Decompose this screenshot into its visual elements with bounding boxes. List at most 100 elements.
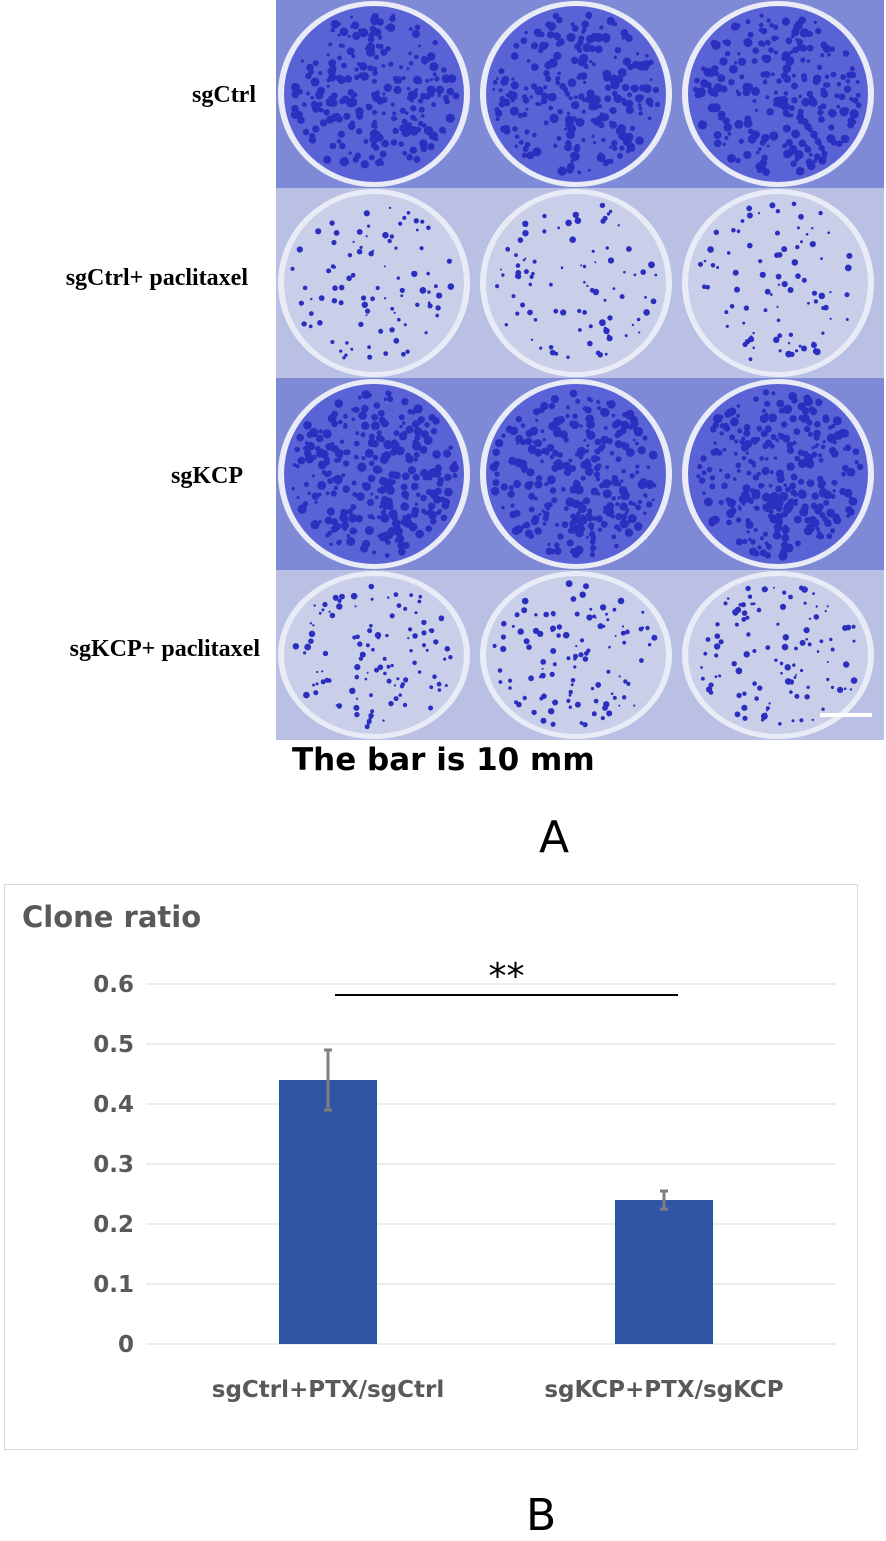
colony-dot (652, 483, 657, 488)
colony-dot (737, 428, 743, 434)
colony-dot (582, 656, 589, 662)
colony-dot (755, 477, 759, 481)
colony-dot (834, 93, 840, 99)
colony-dot (816, 64, 823, 71)
colony-dot (443, 449, 452, 458)
colony-dot (852, 639, 856, 643)
colony-dot (832, 489, 836, 493)
colony-dot (339, 27, 349, 37)
colony-dot (308, 630, 316, 637)
row-label-sgkcp: sgKCP (171, 463, 243, 489)
colony-dot (774, 252, 780, 258)
colony-dot (357, 395, 362, 400)
colony-dot (643, 511, 647, 515)
colony-dot (582, 264, 587, 269)
colony-dot (800, 45, 806, 50)
colony-dot (806, 479, 815, 488)
colony-dot (608, 209, 613, 214)
colony-dot (352, 31, 361, 41)
colony-dot (347, 508, 353, 515)
colony-dot (413, 457, 418, 462)
colony-dot (579, 424, 583, 428)
colony-dot (421, 630, 427, 636)
colony-dot (427, 290, 431, 294)
colony-dot (310, 297, 313, 301)
colony-dot (707, 87, 715, 95)
colony-dot (352, 240, 355, 243)
colony-dot (308, 638, 314, 644)
colony-dot (807, 126, 813, 133)
colony-dot (501, 505, 505, 510)
colony-dot (829, 46, 836, 52)
colony-dot (552, 32, 560, 40)
colony-dot (788, 105, 795, 112)
colony-dot (337, 33, 341, 37)
colony-dot (499, 268, 502, 271)
colony-dot (718, 499, 724, 506)
colony-dot (317, 460, 327, 470)
colony-dot (443, 487, 453, 497)
colony-dot (540, 717, 547, 724)
colony-dot (542, 229, 547, 234)
colony-dot (522, 695, 527, 701)
colony-dot (302, 128, 310, 136)
colony-dot (549, 282, 553, 287)
colony-dot (495, 439, 504, 448)
colony-dot (596, 463, 602, 469)
colony-dot (778, 491, 789, 502)
x-category-label: sgCtrl+PTX/sgCtrl (212, 1377, 444, 1403)
colony-dot (800, 57, 806, 63)
colony-dot (499, 96, 506, 102)
colony-dot (515, 273, 522, 280)
colony-dot (794, 693, 800, 699)
panel-letter-a: A (539, 812, 570, 863)
colony-dot (396, 603, 402, 608)
colony-dot (399, 124, 407, 132)
colony-dot (566, 355, 570, 359)
colony-dot (436, 292, 443, 299)
colony-dot (393, 696, 399, 702)
colony-dot (565, 219, 572, 227)
colony-dot (781, 421, 788, 428)
colony-dot (631, 323, 635, 327)
colony-dot (830, 685, 835, 690)
colony-dot (318, 429, 323, 434)
colony-dot (612, 695, 617, 700)
colony-dot (383, 297, 387, 300)
colony-dot (613, 420, 617, 425)
colony-dot (543, 120, 549, 126)
colony-dot (773, 101, 778, 107)
colony-dot (397, 317, 401, 322)
colony-dot (535, 475, 543, 482)
colony-dot (703, 651, 708, 656)
colony-dot (577, 47, 583, 53)
colony-dot (798, 344, 802, 348)
colony-dot (373, 54, 380, 60)
colony-dot (773, 336, 780, 343)
colony-dot (390, 139, 398, 146)
colony-dot (619, 145, 625, 151)
colony-dot (574, 217, 582, 224)
colony-dot (541, 92, 549, 100)
colony-dot (414, 611, 418, 615)
colony-dot (361, 301, 368, 308)
colony-dot (534, 496, 538, 501)
colony-dot (543, 69, 550, 77)
colony-dot (565, 463, 570, 467)
colony-dot (701, 470, 707, 476)
colony-dot (347, 89, 355, 96)
colony-dot (540, 429, 545, 434)
colony-dot (705, 637, 711, 642)
colony-dot (546, 444, 555, 452)
colony-dot (330, 490, 337, 497)
colony-dot (597, 527, 603, 532)
colony-dot (371, 122, 377, 129)
colony-dot (803, 526, 813, 536)
colony-dot (511, 77, 515, 81)
colony-dot (323, 155, 332, 164)
colony-dot (575, 398, 581, 404)
colony-dot (343, 449, 350, 456)
colony-dot (338, 419, 343, 425)
colony-dot (809, 407, 818, 416)
colony-dot (824, 519, 832, 527)
